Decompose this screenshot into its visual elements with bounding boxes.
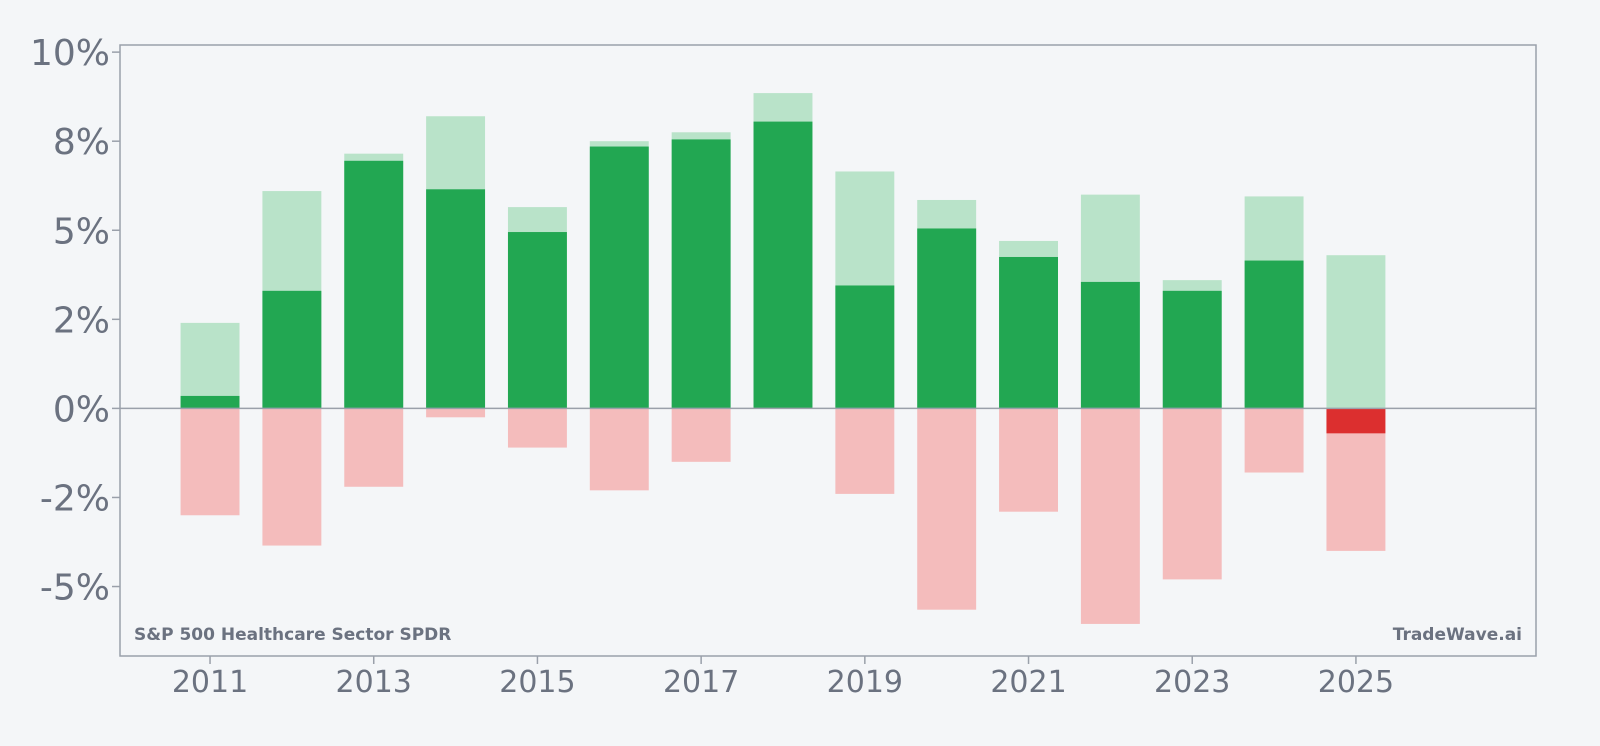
x-axis: 2011 2013 2015 2017 2019 2021 2023 2025 xyxy=(172,656,1394,700)
return-bar-2014 xyxy=(426,189,486,409)
bars-group xyxy=(180,93,1386,624)
x-tick-label: 2025 xyxy=(1318,665,1394,700)
x-tick-label: 2017 xyxy=(663,665,739,700)
return-bar-2015 xyxy=(507,232,567,409)
return-bar-2012 xyxy=(262,290,322,409)
y-tick-label: 0% xyxy=(53,389,110,430)
x-tick-label: 2011 xyxy=(172,665,248,700)
high-range-bar-2025 xyxy=(1326,255,1386,409)
low-range-bar-2017 xyxy=(671,408,731,462)
return-bar-2019 xyxy=(835,285,895,409)
brand-label: TradeWave.ai xyxy=(1393,625,1522,645)
y-tick-label: 8% xyxy=(53,122,110,163)
low-range-bar-2015 xyxy=(507,408,567,448)
x-tick-label: 2015 xyxy=(499,665,575,700)
y-axis: 10% 8% 5% 2% 0% -2% -5% xyxy=(30,33,120,609)
x-tick-label: 2013 xyxy=(336,665,412,700)
plot-frame xyxy=(119,44,1537,657)
return-bar-2020 xyxy=(917,228,977,409)
low-range-bar-2024 xyxy=(1244,408,1304,473)
low-range-bar-2013 xyxy=(344,408,404,487)
low-range-bar-2016 xyxy=(589,408,649,491)
x-tick-label: 2019 xyxy=(827,665,903,700)
high-range-bar-2011 xyxy=(180,322,240,409)
low-range-bar-2019 xyxy=(835,408,895,494)
return-bar-2011 xyxy=(180,395,240,409)
return-bar-2016 xyxy=(589,146,649,409)
return-bar-2024 xyxy=(1244,260,1304,409)
low-range-bar-2011 xyxy=(180,408,240,516)
y-tick-label: 2% xyxy=(53,300,110,341)
return-bar-2021 xyxy=(999,256,1058,409)
y-tick-label: -2% xyxy=(40,478,110,519)
low-range-bar-2014 xyxy=(426,408,486,418)
y-tick-label: 5% xyxy=(53,211,110,252)
x-tick-label: 2023 xyxy=(1154,665,1230,700)
return-bar-2022 xyxy=(1080,281,1140,409)
y-tick-label: 10% xyxy=(30,33,110,74)
instrument-name-label: S&P 500 Healthcare Sector SPDR xyxy=(134,625,451,645)
return-bar-2023 xyxy=(1162,290,1222,409)
low-range-bar-2023 xyxy=(1162,408,1222,580)
x-tick-label: 2021 xyxy=(990,665,1066,700)
low-range-bar-2022 xyxy=(1080,408,1140,624)
low-range-bar-2021 xyxy=(999,408,1058,512)
return-bar-2018 xyxy=(753,121,813,409)
return-bar-2017 xyxy=(671,139,731,409)
return-bar-2025 xyxy=(1326,408,1386,434)
y-tick-label: -5% xyxy=(40,568,110,609)
return-bar-2013 xyxy=(344,160,404,409)
low-range-bar-2012 xyxy=(262,408,322,546)
low-range-bar-2020 xyxy=(917,408,977,610)
